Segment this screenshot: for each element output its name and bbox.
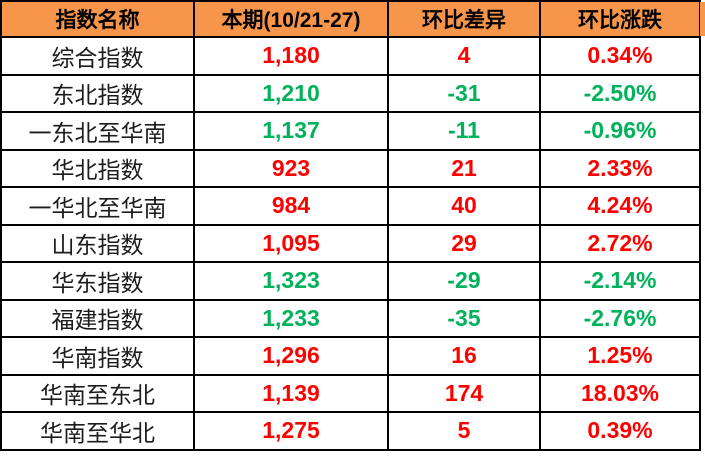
table-row: 华南至华北 1,275 5 0.39% [0, 411, 701, 451]
adjacent-header-cell-sliver [700, 2, 705, 36]
current-value-cell: 1,233 [193, 298, 389, 338]
diff-value-cell: -29 [387, 261, 541, 301]
index-name-cell: 东北指数 [0, 73, 195, 113]
pct-change-cell: 0.39% [539, 411, 701, 451]
index-name-cell: 华南至东北 [0, 373, 195, 413]
diff-value-cell: 16 [387, 336, 541, 376]
table-row: 福建指数 1,233 -35 -2.76% [0, 298, 701, 338]
diff-value-cell: -31 [387, 73, 541, 113]
index-name-cell: 综合指数 [0, 36, 195, 76]
table-header: 指数名称 本期(10/21-27) 环比差异 环比涨跌 [0, 0, 701, 38]
current-value-cell: 1,275 [193, 411, 389, 451]
pct-change-cell: 2.33% [539, 148, 701, 188]
index-name-cell: 一华北至华南 [0, 186, 195, 226]
index-name-cell: 华南至华北 [0, 411, 195, 451]
table-row: 华北指数 923 21 2.33% [0, 148, 701, 188]
table-row: 综合指数 1,180 4 0.34% [0, 36, 701, 76]
pct-change-cell: -2.14% [539, 261, 701, 301]
pct-change-cell: 18.03% [539, 373, 701, 413]
pct-change-cell: -0.96% [539, 111, 701, 151]
pct-change-cell: 1.25% [539, 336, 701, 376]
diff-value-cell: 40 [387, 186, 541, 226]
current-value-cell: 984 [193, 186, 389, 226]
current-value-cell: 1,296 [193, 336, 389, 376]
index-name-cell: 山东指数 [0, 223, 195, 263]
table-row: 东北指数 1,210 -31 -2.50% [0, 73, 701, 113]
diff-value-cell: 5 [387, 411, 541, 451]
table-row: 山东指数 1,095 29 2.72% [0, 223, 701, 263]
current-value-cell: 1,180 [193, 36, 389, 76]
index-name-cell: 福建指数 [0, 298, 195, 338]
diff-value-cell: 29 [387, 223, 541, 263]
current-value-cell: 1,095 [193, 223, 389, 263]
table-row: 一华北至华南 984 40 4.24% [0, 186, 701, 226]
column-header-current-period: 本期(10/21-27) [193, 0, 389, 38]
current-value-cell: 1,139 [193, 373, 389, 413]
header-row: 指数名称 本期(10/21-27) 环比差异 环比涨跌 [0, 0, 701, 38]
diff-value-cell: 174 [387, 373, 541, 413]
current-value-cell: 1,210 [193, 73, 389, 113]
pct-change-cell: -2.50% [539, 73, 701, 113]
index-name-cell: 华南指数 [0, 336, 195, 376]
column-header-period-change: 环比涨跌 [539, 0, 701, 38]
table-row: 华东指数 1,323 -29 -2.14% [0, 261, 701, 301]
current-value-cell: 923 [193, 148, 389, 188]
table-body: 综合指数 1,180 4 0.34% 东北指数 1,210 -31 -2.50% 一东北至华南 1… [0, 36, 701, 451]
current-value-cell: 1,323 [193, 261, 389, 301]
pct-change-cell: 4.24% [539, 186, 701, 226]
pct-change-cell: 0.34% [539, 36, 701, 76]
index-name-cell: 华北指数 [0, 148, 195, 188]
table-row: 一东北至华南 1,137 -11 -0.96% [0, 111, 701, 151]
table-row: 华南指数 1,296 16 1.25% [0, 336, 701, 376]
pct-change-cell: -2.76% [539, 298, 701, 338]
table-row: 华南至东北 1,139 174 18.03% [0, 373, 701, 413]
current-value-cell: 1,137 [193, 111, 389, 151]
index-name-cell: 华东指数 [0, 261, 195, 301]
diff-value-cell: -11 [387, 111, 541, 151]
diff-value-cell: 21 [387, 148, 541, 188]
pct-change-cell: 2.72% [539, 223, 701, 263]
column-header-period-diff: 环比差异 [387, 0, 541, 38]
diff-value-cell: -35 [387, 298, 541, 338]
diff-value-cell: 4 [387, 36, 541, 76]
index-name-cell: 一东北至华南 [0, 111, 195, 151]
column-header-index-name: 指数名称 [0, 0, 195, 38]
